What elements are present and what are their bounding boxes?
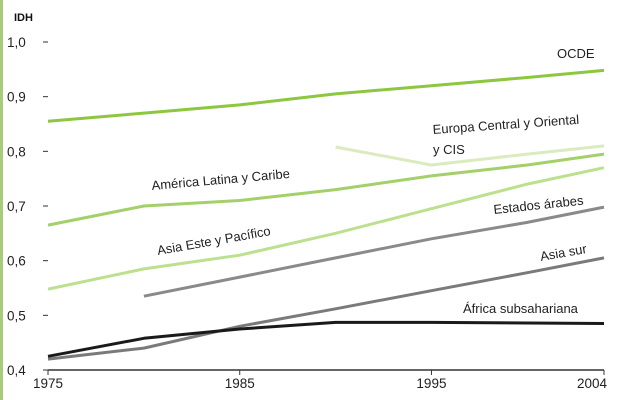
- series-line-asia-este-y-pac-fico: [47, 166, 605, 291]
- y-axis: 0,4 0,5 0,6 0,7 0,8 0,9 1,0: [7, 35, 48, 378]
- series-line-estados-rabes: [143, 205, 605, 298]
- series-line--frica-subsahariana: [47, 320, 605, 358]
- label-ocde: OCDE: [557, 46, 595, 61]
- x-tick-label: 2004: [577, 376, 608, 391]
- x-axis: 1975 1985 1995 2004: [33, 370, 608, 391]
- y-tick-label: 0,9: [7, 90, 26, 105]
- left-accent-border: [0, 0, 3, 400]
- label-america-latina: América Latina y Caribe: [151, 166, 291, 193]
- x-tick-label: 1985: [225, 376, 255, 391]
- y-tick-label: 0,7: [7, 199, 26, 214]
- y-tick-label: 0,5: [7, 308, 26, 323]
- label-africa-subsahariana: África subsahariana: [463, 301, 579, 316]
- y-tick-label: 1,0: [7, 35, 26, 50]
- series-line-am-rica-latina-y-caribe: [47, 152, 605, 227]
- label-europa-line1: Europa Central y Oriental: [432, 112, 579, 137]
- x-tick-label: 1975: [33, 376, 63, 391]
- label-europa-line2: y CIS: [433, 142, 465, 157]
- y-tick-label: 0,8: [7, 144, 26, 159]
- y-axis-title: IDH: [14, 12, 33, 24]
- series-line-asia-sur: [47, 256, 605, 361]
- series-line-europa-central-y-oriental-y-cis: [335, 144, 605, 167]
- series-lines: [47, 68, 605, 361]
- x-tick-label: 1995: [416, 376, 446, 391]
- y-tick-label: 0,4: [7, 363, 26, 378]
- label-asia-sur: Asia sur: [539, 241, 589, 264]
- y-tick-label: 0,6: [7, 254, 26, 269]
- series-line-ocde: [47, 68, 605, 123]
